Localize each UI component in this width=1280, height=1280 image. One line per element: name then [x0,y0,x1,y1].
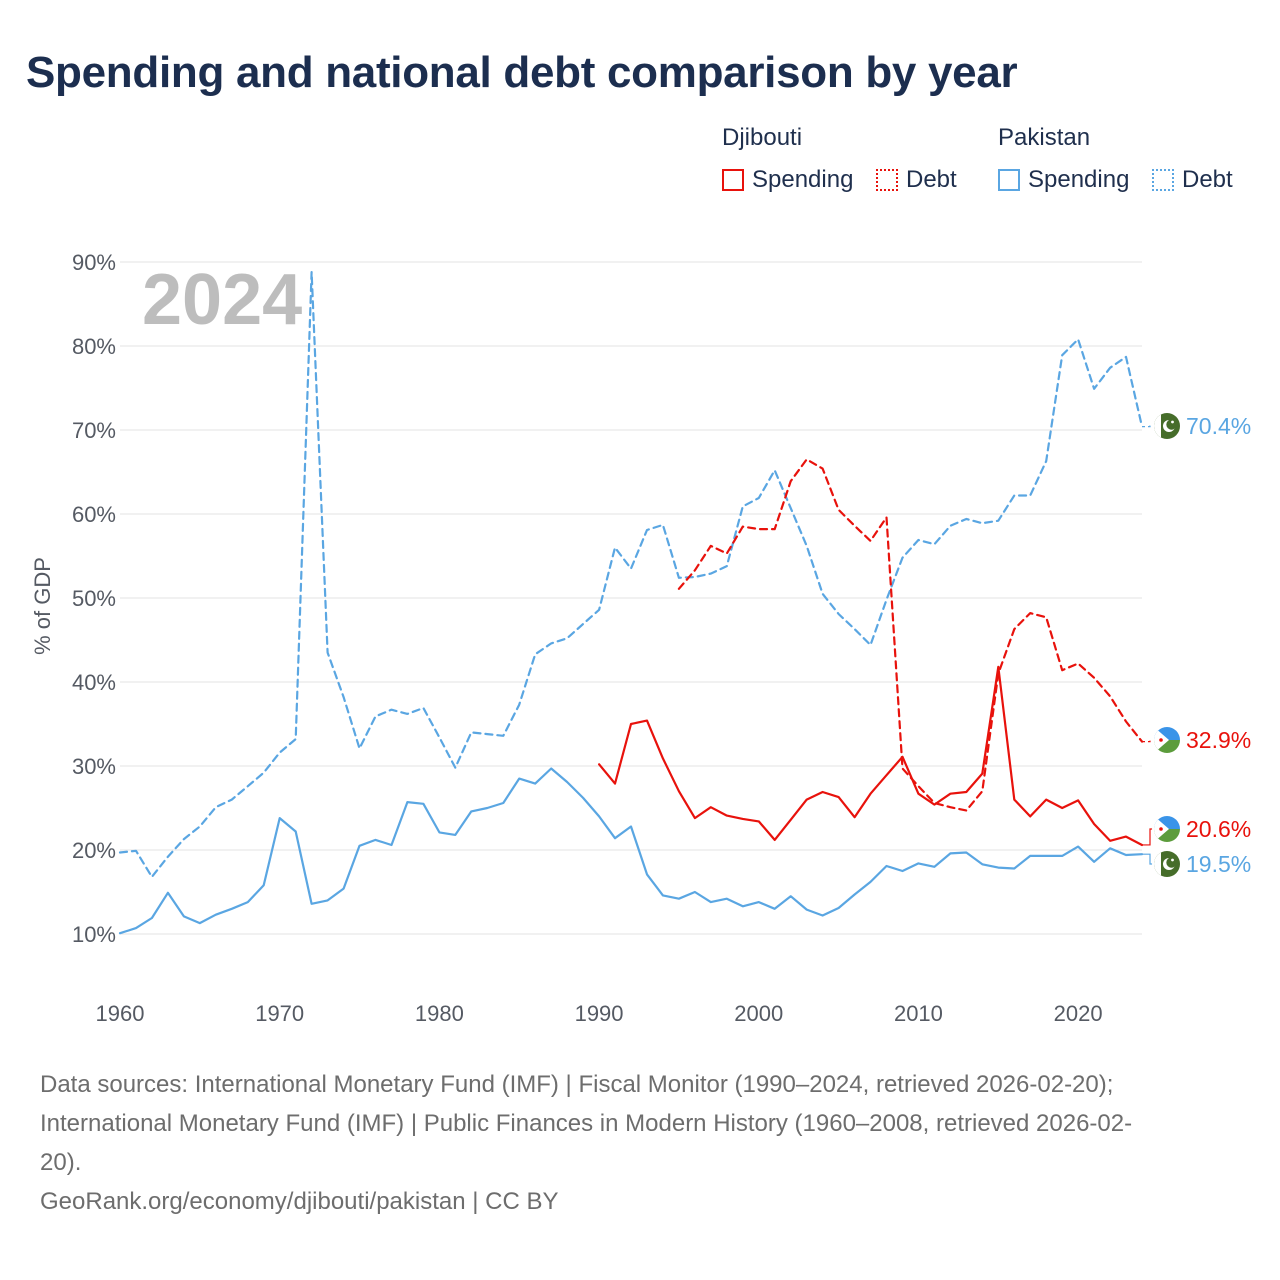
series-lines [118,271,1144,935]
x-tick-label: 1960 [96,1001,145,1026]
solid-line-swatch-icon [998,169,1020,191]
legend-group-djibouti: Djibouti [722,124,803,151]
legend-item-djibouti-debt[interactable]: Debt [876,166,957,194]
end-connector [1142,739,1154,743]
x-tick-label: 2020 [1054,1001,1103,1026]
y-tick-label: 20% [72,838,116,863]
series-line-pakistan-debt[interactable] [118,271,1144,879]
x-tick-label: 2010 [894,1001,943,1026]
end-connector [1142,425,1154,428]
x-tick-label: 1990 [575,1001,624,1026]
legend-item-djibouti-spending[interactable]: Spending [722,166,853,194]
credit-link[interactable]: GeoRank.org/economy/djibouti/pakistan | … [40,1188,559,1215]
y-tick-label: 60% [72,502,116,527]
dotted-line-swatch-icon [1152,169,1174,191]
legend-item-pakistan-debt[interactable]: Debt [1152,166,1233,194]
end-value-label: 70.4% [1186,413,1251,439]
dotted-line-swatch-icon [876,169,898,191]
x-axis-ticks: 1960 1970 1980 1990 2000 2010 2020 [96,1001,1103,1026]
data-sources-line-1: Data sources: International Monetary Fun… [40,1071,1114,1098]
legend-label: Debt [906,166,957,193]
series-line-djibouti-spending[interactable] [597,665,1144,847]
gridlines [120,261,1142,935]
series-line-pakistan-spending[interactable] [118,767,1144,935]
x-tick-label: 2000 [734,1001,783,1026]
y-axis-ticks: 10% 20% 30% 40% 50% 60% 70% 80% 90% [72,250,116,947]
end-markers: 70.4% 32.9% 20.6% 19.5% [1142,411,1251,879]
end-value-label: 19.5% [1186,851,1251,877]
year-watermark: 2024 [142,260,302,340]
solid-line-swatch-icon [722,169,744,191]
y-tick-label: 70% [72,418,116,443]
pakistan-flag-icon [1152,849,1182,879]
x-tick-label: 1970 [255,1001,304,1026]
djibouti-flag-icon [1152,814,1182,844]
djibouti-flag-icon [1152,725,1182,755]
end-value-label: 20.6% [1186,816,1251,842]
end-value-label: 32.9% [1186,727,1251,753]
y-tick-label: 40% [72,670,116,695]
y-tick-label: 80% [72,334,116,359]
chart-title: Spending and national debt comparison by… [26,48,1018,97]
y-tick-label: 90% [72,250,116,275]
data-sources-line-2: International Monetary Fund (IMF) | Publ… [40,1110,1133,1137]
y-tick-label: 30% [72,754,116,779]
data-sources-line-3: 20). [40,1149,82,1176]
legend-label: Debt [1182,166,1233,193]
series-line-djibouti-debt[interactable] [677,458,1144,812]
legend-item-pakistan-spending[interactable]: Spending [998,166,1129,194]
legend-label: Spending [752,166,854,193]
y-axis-label: % of GDP [30,557,55,655]
y-tick-label: 10% [72,922,116,947]
line-chart: 10% 20% 30% 40% 50% 60% 70% 80% 90% 1960 1970 1980… [30,250,1251,1026]
pakistan-flag-icon [1152,411,1182,441]
legend-group-pakistan: Pakistan [998,124,1091,151]
y-tick-label: 50% [72,586,116,611]
legend-label: Spending [1028,166,1130,193]
x-tick-label: 1980 [415,1001,464,1026]
